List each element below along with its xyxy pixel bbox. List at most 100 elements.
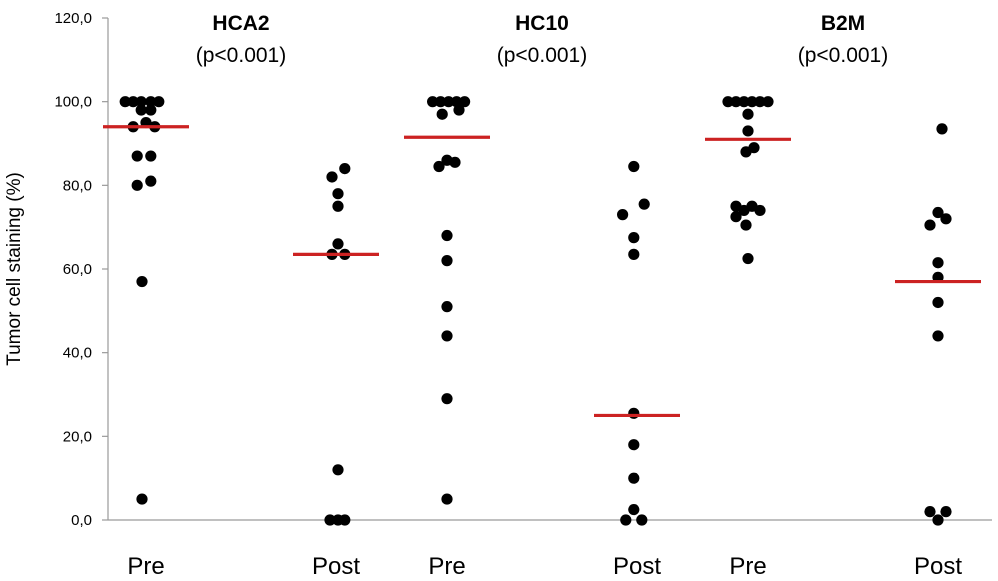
y-tick-label: 100,0 xyxy=(54,94,92,111)
data-point xyxy=(339,514,351,526)
data-point xyxy=(936,123,948,135)
group-title: HC10 xyxy=(515,12,569,35)
data-point xyxy=(628,439,640,451)
x-tick-label: Post xyxy=(312,553,360,580)
data-point xyxy=(754,96,766,108)
data-point xyxy=(441,229,453,242)
data-point xyxy=(754,204,766,217)
group-pvalue: (p<0.001) xyxy=(497,44,587,67)
axes: Tumor cell staining (%) xyxy=(4,18,992,521)
x-tick-label: Pre xyxy=(428,553,465,580)
data-point xyxy=(742,108,754,120)
data-point xyxy=(932,330,944,342)
data-point xyxy=(730,211,742,223)
data-point xyxy=(441,255,453,267)
data-point xyxy=(628,503,640,516)
data-point xyxy=(940,213,952,225)
data-point xyxy=(136,275,148,288)
y-tick-label: 40,0 xyxy=(63,345,92,362)
x-tick-label: Pre xyxy=(127,553,164,580)
data-point xyxy=(441,330,453,342)
series-post: Post xyxy=(895,123,981,580)
data-point xyxy=(738,96,750,108)
data-point xyxy=(742,125,754,137)
data-point xyxy=(135,96,147,108)
data-point xyxy=(441,493,453,505)
data-point xyxy=(730,96,742,108)
data-point xyxy=(332,464,344,476)
data-point xyxy=(153,96,165,108)
data-point xyxy=(628,472,640,484)
group-hca2: HCA2 (p<0.001) Pre Post xyxy=(103,12,379,580)
data-point xyxy=(628,232,640,244)
data-point xyxy=(339,163,351,175)
group-title: B2M xyxy=(821,12,865,35)
data-point xyxy=(435,96,447,108)
data-point xyxy=(636,514,648,526)
data-point xyxy=(443,96,455,108)
data-point xyxy=(436,108,448,120)
x-tick-label: Pre xyxy=(729,553,766,580)
data-point xyxy=(326,171,338,183)
data-point xyxy=(145,175,157,187)
data-point xyxy=(332,238,344,250)
series-pre: Pre xyxy=(103,96,189,580)
y-tick-label: 80,0 xyxy=(63,177,92,194)
data-point xyxy=(332,188,344,200)
data-point xyxy=(332,200,344,212)
data-point xyxy=(127,96,139,108)
data-point xyxy=(722,96,734,108)
data-point xyxy=(932,206,944,219)
data-point xyxy=(324,514,336,526)
data-point xyxy=(940,506,952,518)
data-point xyxy=(131,179,143,191)
data-point xyxy=(628,248,640,260)
data-point xyxy=(453,104,465,116)
group-pvalue: (p<0.001) xyxy=(798,44,888,67)
series-post: Post xyxy=(594,160,680,580)
data-point xyxy=(449,156,461,168)
group-hc10: HC10 (p<0.001) Pre Post xyxy=(404,12,680,580)
data-point xyxy=(145,150,157,162)
y-tick-label: 120,0 xyxy=(54,10,92,27)
data-point xyxy=(145,96,157,108)
y-tick-label: 20,0 xyxy=(63,428,92,445)
series-pre: Pre xyxy=(705,96,791,580)
data-point xyxy=(932,296,944,309)
data-point xyxy=(748,142,760,154)
y-tick-label: 0,0 xyxy=(71,512,92,529)
series-pre: Pre xyxy=(404,96,490,580)
group-b2m: B2M (p<0.001) Pre Post xyxy=(705,12,981,580)
data-point xyxy=(131,150,143,162)
data-point xyxy=(119,96,131,108)
data-point xyxy=(762,96,774,108)
y-tick-label: 60,0 xyxy=(63,261,92,278)
data-point xyxy=(638,198,650,210)
data-point xyxy=(441,301,453,313)
data-point xyxy=(628,407,640,419)
data-point xyxy=(136,493,148,505)
data-point xyxy=(617,209,629,221)
y-axis-title: Tumor cell staining (%) xyxy=(4,172,25,366)
data-point xyxy=(932,257,944,269)
data-point xyxy=(628,160,640,173)
series-post: Post xyxy=(293,163,379,580)
group-title: HCA2 xyxy=(212,12,269,35)
data-point xyxy=(742,252,754,265)
x-tick-label: Post xyxy=(914,553,962,580)
group-pvalue: (p<0.001) xyxy=(196,44,286,67)
data-point xyxy=(145,104,157,116)
data-point xyxy=(932,514,944,526)
data-point xyxy=(433,160,445,173)
data-point xyxy=(135,104,147,116)
data-point xyxy=(459,96,471,108)
data-point xyxy=(924,219,936,231)
data-point xyxy=(427,96,439,108)
x-tick-label: Post xyxy=(613,553,661,580)
data-point xyxy=(746,96,758,108)
y-ticks: 0,0 20,0 40,0 60,0 80,0 100,0 120,0 xyxy=(54,10,108,529)
groups: HCA2 (p<0.001) Pre Post HC10 (p<0.001) Pre Post… xyxy=(103,12,981,580)
data-point xyxy=(740,219,752,231)
data-point xyxy=(620,514,632,526)
